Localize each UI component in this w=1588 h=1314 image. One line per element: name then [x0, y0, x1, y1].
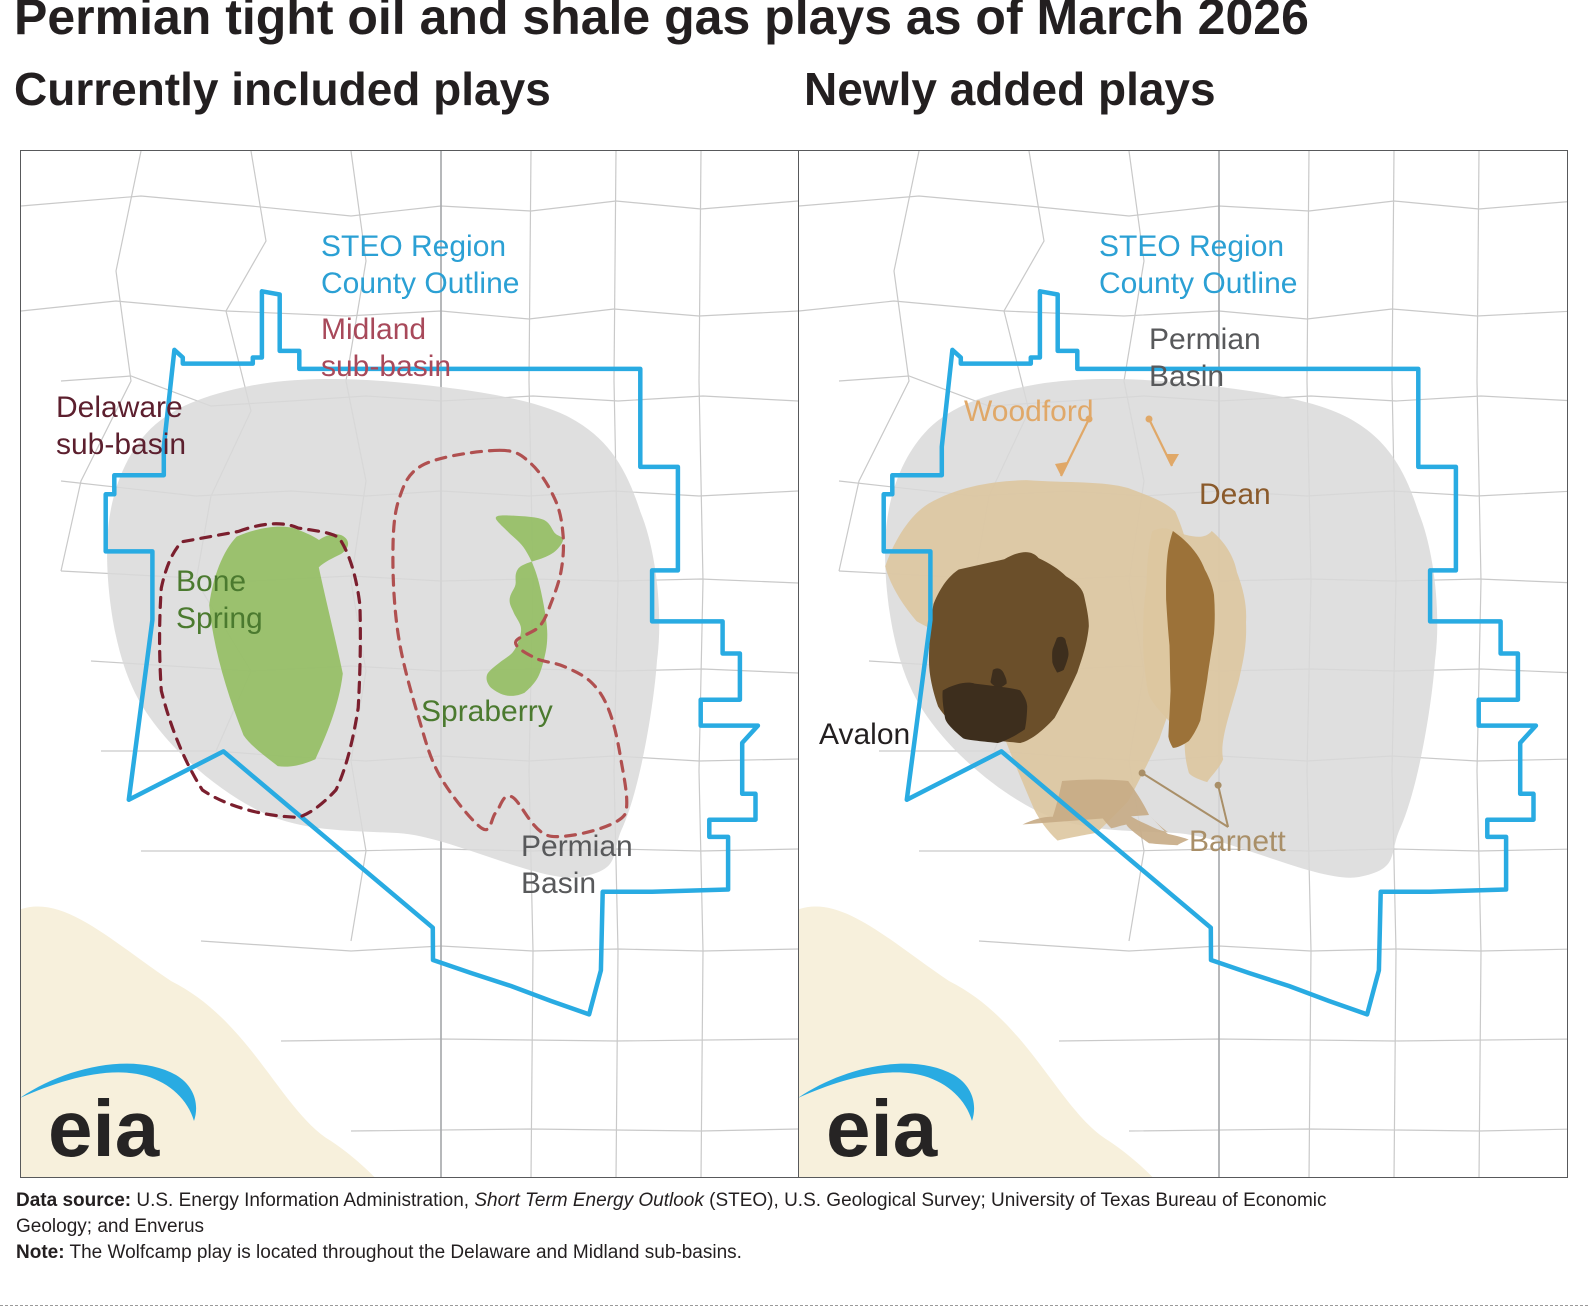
svg-text:eia: eia [826, 1084, 938, 1173]
svg-text:County Outline: County Outline [321, 267, 519, 300]
svg-text:Bone: Bone [176, 565, 246, 598]
svg-text:Delaware: Delaware [56, 391, 183, 424]
svg-text:Permian: Permian [1149, 323, 1261, 356]
svg-text:Midland: Midland [321, 313, 426, 346]
svg-text:sub-basin: sub-basin [56, 428, 186, 461]
svg-text:Basin: Basin [521, 867, 596, 900]
svg-text:Barnett: Barnett [1189, 825, 1286, 858]
svg-text:Woodford: Woodford [964, 395, 1094, 428]
svg-text:Avalon: Avalon [819, 718, 910, 751]
svg-text:County Outline: County Outline [1099, 267, 1297, 300]
svg-text:Dean: Dean [1199, 478, 1271, 511]
svg-text:sub-basin: sub-basin [321, 350, 451, 383]
svg-text:STEO Region: STEO Region [1099, 230, 1284, 263]
svg-text:Basin: Basin [1149, 360, 1224, 393]
svg-text:Spraberry: Spraberry [421, 695, 553, 728]
svg-text:Permian: Permian [521, 830, 633, 863]
svg-text:STEO Region: STEO Region [321, 230, 506, 263]
svg-text:eia: eia [48, 1084, 160, 1173]
svg-text:Spring: Spring [176, 602, 263, 635]
